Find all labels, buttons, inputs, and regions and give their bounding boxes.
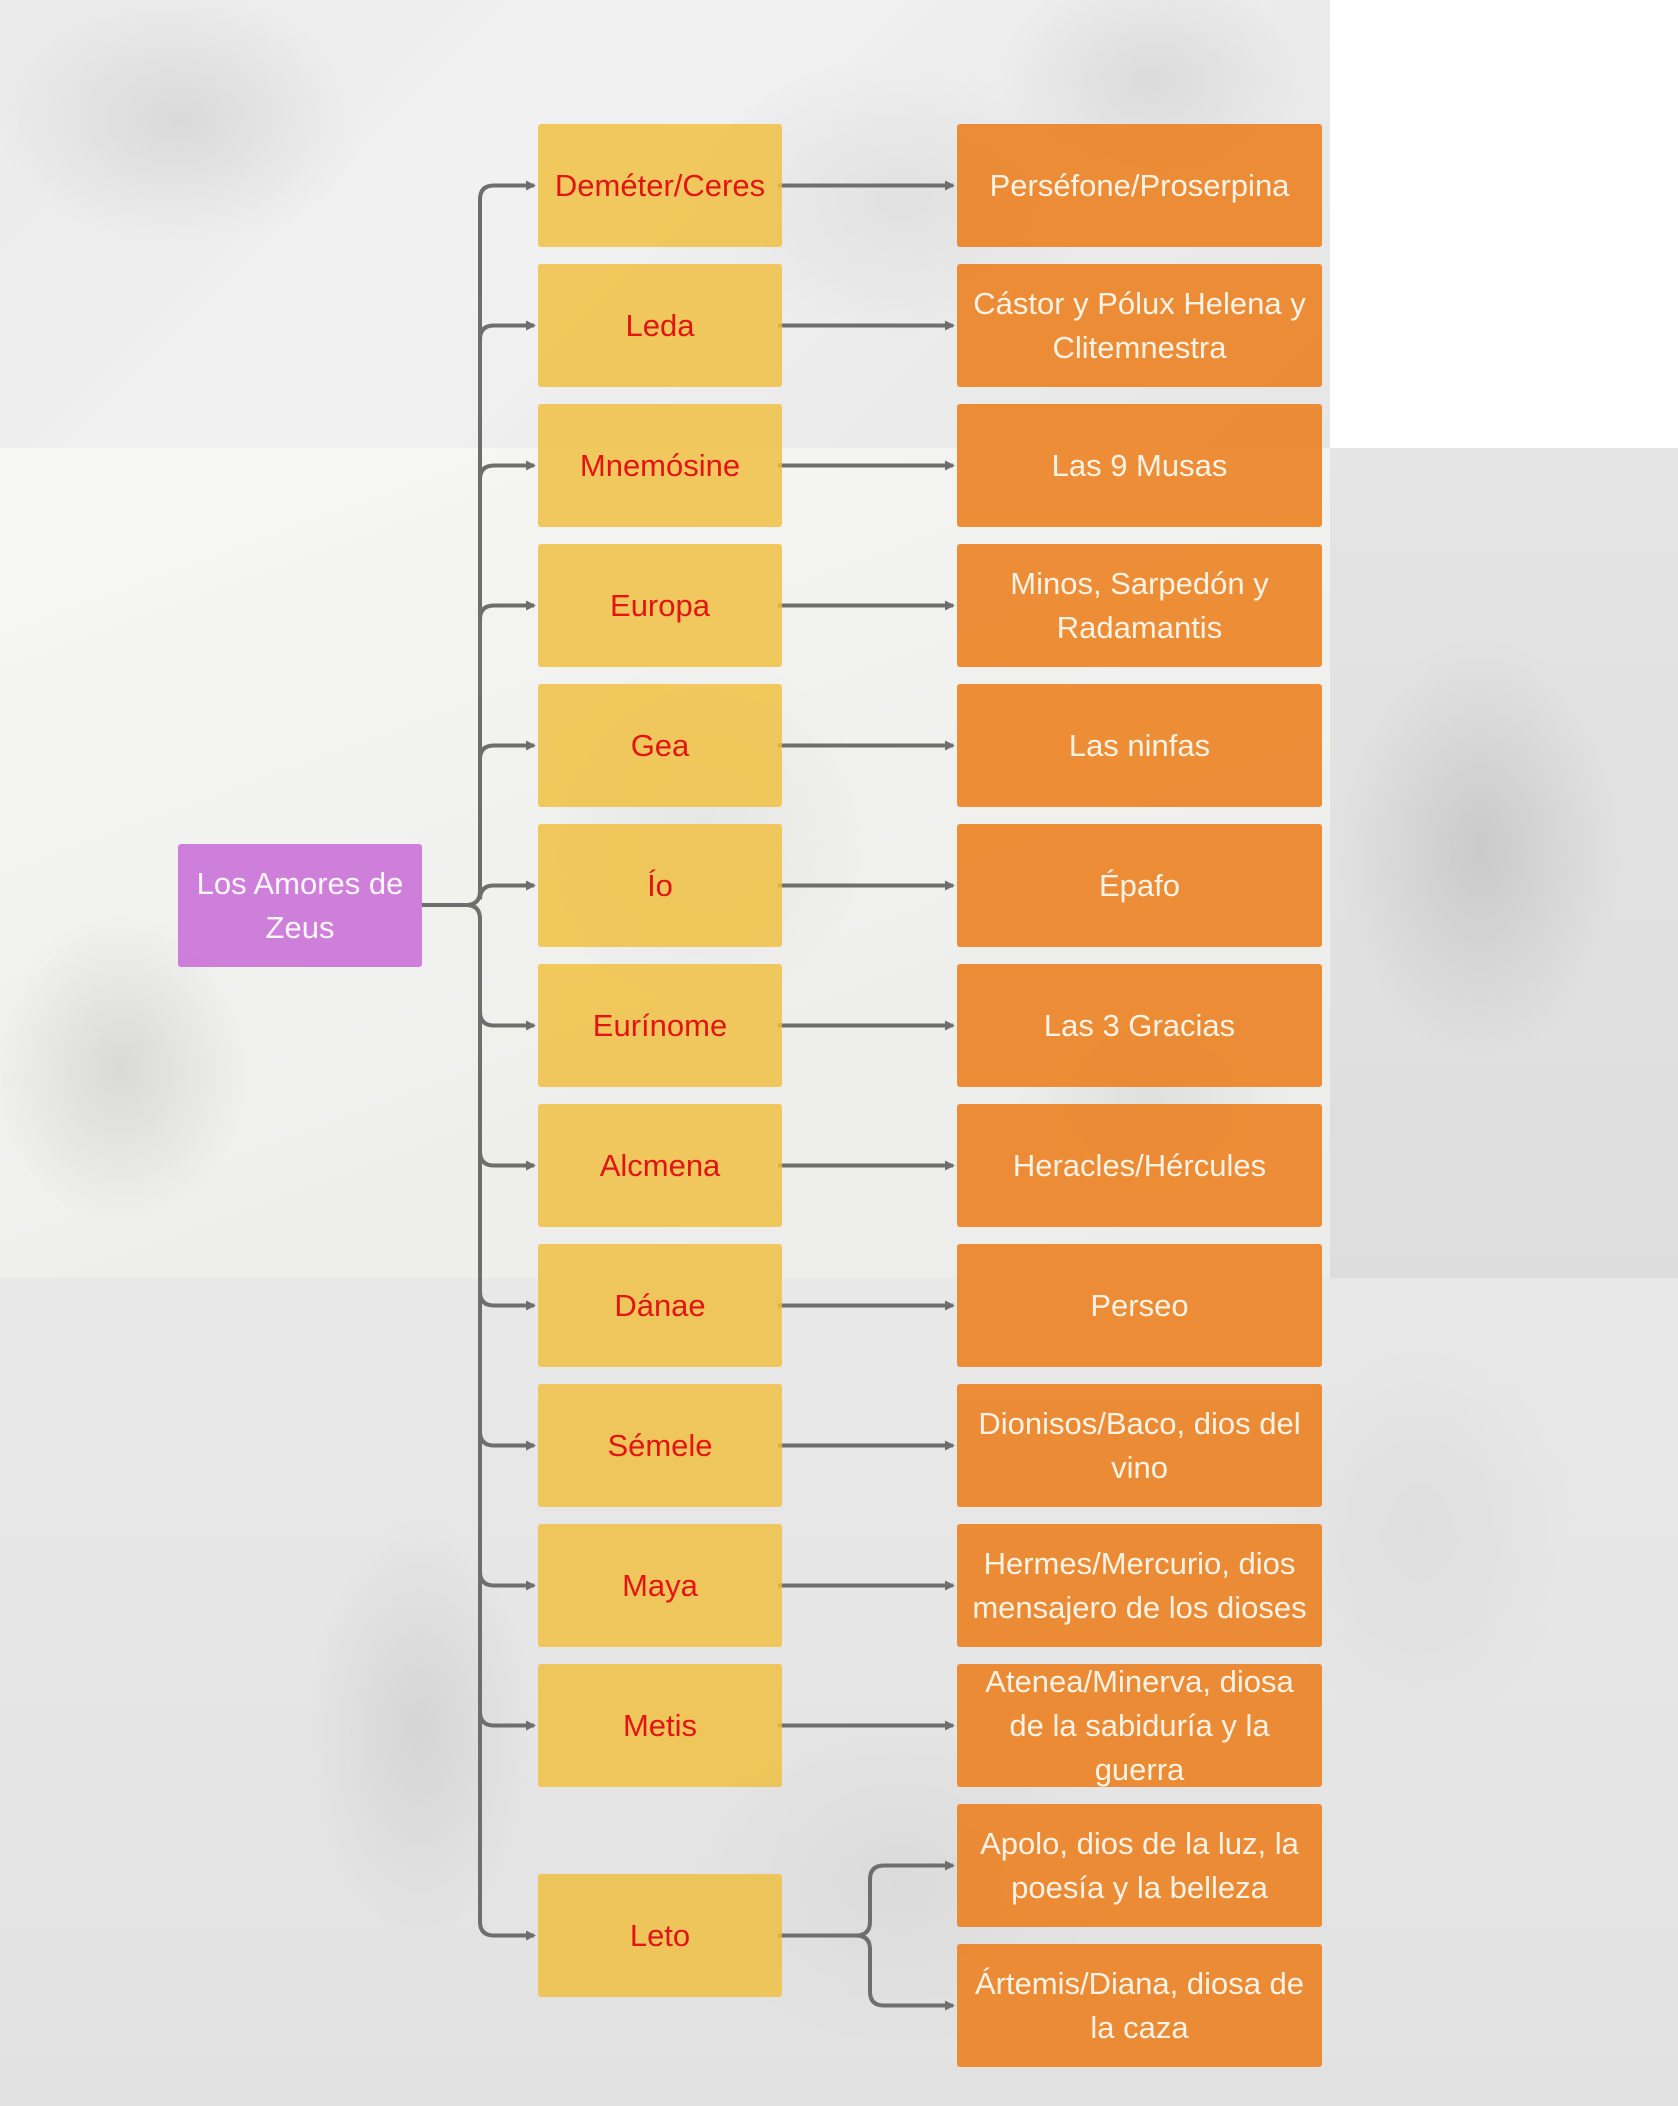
background-photo-bottom [0,1278,1678,2106]
connector-root-trunk-up [422,890,482,907]
connector-root-trunk-down [465,903,482,920]
mother-node-io-label: Ío [647,867,673,903]
connector-leto-to-artemis-diana-diosa-de-la-caza [778,1933,955,2011]
background-photo-middle-right [1330,448,1678,1278]
child-node-artemis-diana-diosa-de-la-caza[interactable]: Ártemis/Diana, diosa de la caza [957,1944,1322,2067]
child-node-minos-sarpedon-y-radamantis-label: Minos, Sarpedón y Radamantis [1010,565,1269,645]
child-node-las-9-musas[interactable]: Las 9 Musas [957,404,1322,527]
background-blank-top-right [1330,0,1678,448]
child-node-las-ninfas[interactable]: Las ninfas [957,684,1322,807]
mother-node-eurinome[interactable]: Eurínome [538,964,782,1087]
connector-to-io [478,880,536,900]
connector-to-eurinome [478,1011,536,1031]
child-node-heracles-hercules-label: Heracles/Hércules [1012,1147,1267,1183]
mother-node-mnemosine[interactable]: Mnemósine [538,404,782,527]
connector-to-demeter-ceres [478,180,536,200]
mother-node-metis[interactable]: Metis [538,1664,782,1787]
connector-to-gea [478,740,536,760]
child-node-las-3-gracias[interactable]: Las 3 Gracias [957,964,1322,1087]
child-node-castor-y-polux-helena-y-clitem-label: Cástor y Pólux Helena y Clitemnestra [973,285,1306,365]
child-node-epafo-label: Épafo [1098,867,1180,903]
child-node-dionisos-baco-dios-del-vino[interactable]: Dionisos/Baco, dios del vino [957,1384,1322,1507]
connector-to-semele [478,1431,536,1451]
child-node-apolo-dios-de-la-luz-la-poesia[interactable]: Apolo, dios de la luz, la poesía y la be… [957,1804,1322,1927]
mother-node-alcmena[interactable]: Alcmena [538,1104,782,1227]
mother-node-maya[interactable]: Maya [538,1524,782,1647]
connector-to-maya [478,1571,536,1591]
child-node-dionisos-baco-dios-del-vino-label: Dionisos/Baco, dios del vino [978,1405,1301,1485]
mother-node-semele[interactable]: Sémele [538,1384,782,1507]
child-node-artemis-diana-diosa-de-la-caza-label: Ártemis/Diana, diosa de la caza [974,1965,1305,2045]
child-node-hermes-mercurio-dios-mensajero[interactable]: Hermes/Mercurio, dios mensajero de los d… [957,1524,1322,1647]
child-node-apolo-dios-de-la-luz-la-poesia-label: Apolo, dios de la luz, la poesía y la be… [980,1825,1299,1905]
mother-node-leto-label: Leto [629,1917,691,1953]
connector-to-metis [478,1711,536,1731]
mother-node-leda[interactable]: Leda [538,264,782,387]
mother-node-alcmena-label: Alcmena [599,1147,721,1183]
child-node-atenea-minerva-diosa-de-la-sab[interactable]: Atenea/Minerva, diosa de la sabiduría y … [957,1664,1322,1787]
mother-node-europa[interactable]: Europa [538,544,782,667]
mother-node-danae-label: Dánae [614,1287,706,1323]
mother-node-danae[interactable]: Dánae [538,1244,782,1367]
connector-to-alcmena [478,1151,536,1171]
child-node-las-ninfas-label: Las ninfas [1068,727,1211,763]
mother-node-demeter-ceres-label: Deméter/Ceres [554,167,766,203]
child-node-atenea-minerva-diosa-de-la-sab-label: Atenea/Minerva, diosa de la sabiduría y … [985,1663,1294,1787]
mother-node-gea[interactable]: Gea [538,684,782,807]
mother-node-leto[interactable]: Leto [538,1874,782,1997]
child-node-minos-sarpedon-y-radamantis[interactable]: Minos, Sarpedón y Radamantis [957,544,1322,667]
connector-to-mnemosine [478,460,536,480]
connector-to-leto [478,1921,536,1941]
connector-to-leda [478,320,536,340]
mother-node-io[interactable]: Ío [538,824,782,947]
child-node-perseo-label: Perseo [1090,1287,1189,1323]
root-node-label: Los Amores de Zeus [196,865,404,945]
child-node-heracles-hercules[interactable]: Heracles/Hércules [957,1104,1322,1227]
child-node-las-9-musas-label: Las 9 Musas [1051,447,1228,483]
connector-to-europa [478,600,536,620]
root-node-amores-de-zeus[interactable]: Los Amores de Zeus [178,844,422,967]
mother-node-semele-label: Sémele [607,1427,713,1463]
mother-node-maya-label: Maya [622,1567,698,1603]
mother-node-europa-label: Europa [610,587,710,623]
connector-to-danae [478,1291,536,1311]
connector-leto-to-apolo-dios-de-la-luz-la-poesia [778,1860,955,1938]
mother-node-gea-label: Gea [630,727,690,763]
child-node-castor-y-polux-helena-y-clitem[interactable]: Cástor y Pólux Helena y Clitemnestra [957,264,1322,387]
mother-node-demeter-ceres[interactable]: Deméter/Ceres [538,124,782,247]
mother-node-eurinome-label: Eurínome [592,1007,728,1043]
child-node-las-3-gracias-label: Las 3 Gracias [1043,1007,1236,1043]
child-node-hermes-mercurio-dios-mensajero-label: Hermes/Mercurio, dios mensajero de los d… [972,1545,1307,1625]
child-node-persefone-proserpina[interactable]: Perséfone/Proserpina [957,124,1322,247]
child-node-epafo[interactable]: Épafo [957,824,1322,947]
child-node-persefone-proserpina-label: Perséfone/Proserpina [989,167,1290,203]
child-node-perseo[interactable]: Perseo [957,1244,1322,1367]
mother-node-metis-label: Metis [622,1707,698,1743]
mother-node-leda-label: Leda [625,307,695,343]
mother-node-mnemosine-label: Mnemósine [579,447,741,483]
